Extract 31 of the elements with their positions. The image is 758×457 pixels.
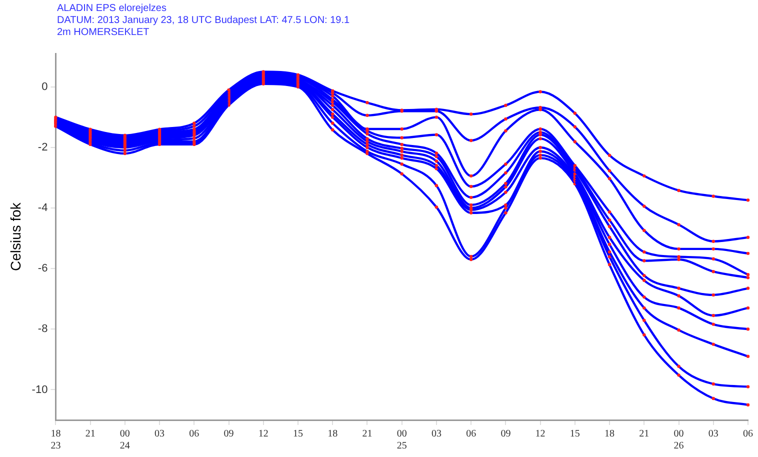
x-tick-label: 21 bbox=[639, 428, 650, 440]
chart-title: ALADIN EPS elorejelzes bbox=[57, 3, 168, 15]
y-axis-title: Celsius fok bbox=[7, 202, 24, 272]
x-tick-label: 18 bbox=[604, 428, 615, 440]
x-tick-label: 06 bbox=[466, 428, 476, 440]
x-tick-label: 03 bbox=[431, 428, 442, 440]
x-tick-label: 12 bbox=[258, 428, 268, 440]
x-tick-label: 15 bbox=[293, 428, 304, 440]
text: 2m HOMERSEKLET bbox=[57, 27, 150, 39]
x-tick-label: 00 25 bbox=[396, 428, 407, 452]
y-tick-label: -4 bbox=[38, 202, 48, 214]
x-tick-label: 21 bbox=[85, 428, 96, 440]
y-tick-label: -10 bbox=[32, 384, 48, 396]
x-tick-label: 09 bbox=[500, 428, 511, 440]
chart-subtitle: DATUM: 2013 January 23, 18 UTC Budapest LAT: 47.5 LON: 19.1 bbox=[57, 15, 350, 27]
y-tick-label: -6 bbox=[38, 262, 48, 275]
y-tick-label: 0 bbox=[42, 80, 48, 93]
x-tick-label: 03 bbox=[708, 428, 718, 440]
x-tick-label: 21 bbox=[362, 428, 372, 440]
x-tick-label: 09 bbox=[224, 428, 234, 440]
x-tick-label: 18 23 bbox=[50, 428, 61, 452]
x-tick-label: 00 24 bbox=[120, 428, 130, 452]
x-tick-label: 00 26 bbox=[674, 428, 684, 452]
x-tick-label: 18 bbox=[328, 428, 338, 440]
x-tick-label: 12 bbox=[535, 428, 546, 440]
y-tick-label: -8 bbox=[38, 323, 48, 336]
y-tick-label: -2 bbox=[38, 142, 48, 154]
x-tick-label: 15 bbox=[570, 428, 580, 440]
x-tick-label: 06 bbox=[743, 428, 753, 440]
x-tick-label: 06 bbox=[189, 428, 200, 440]
x-tick-label: 03 bbox=[154, 428, 165, 440]
